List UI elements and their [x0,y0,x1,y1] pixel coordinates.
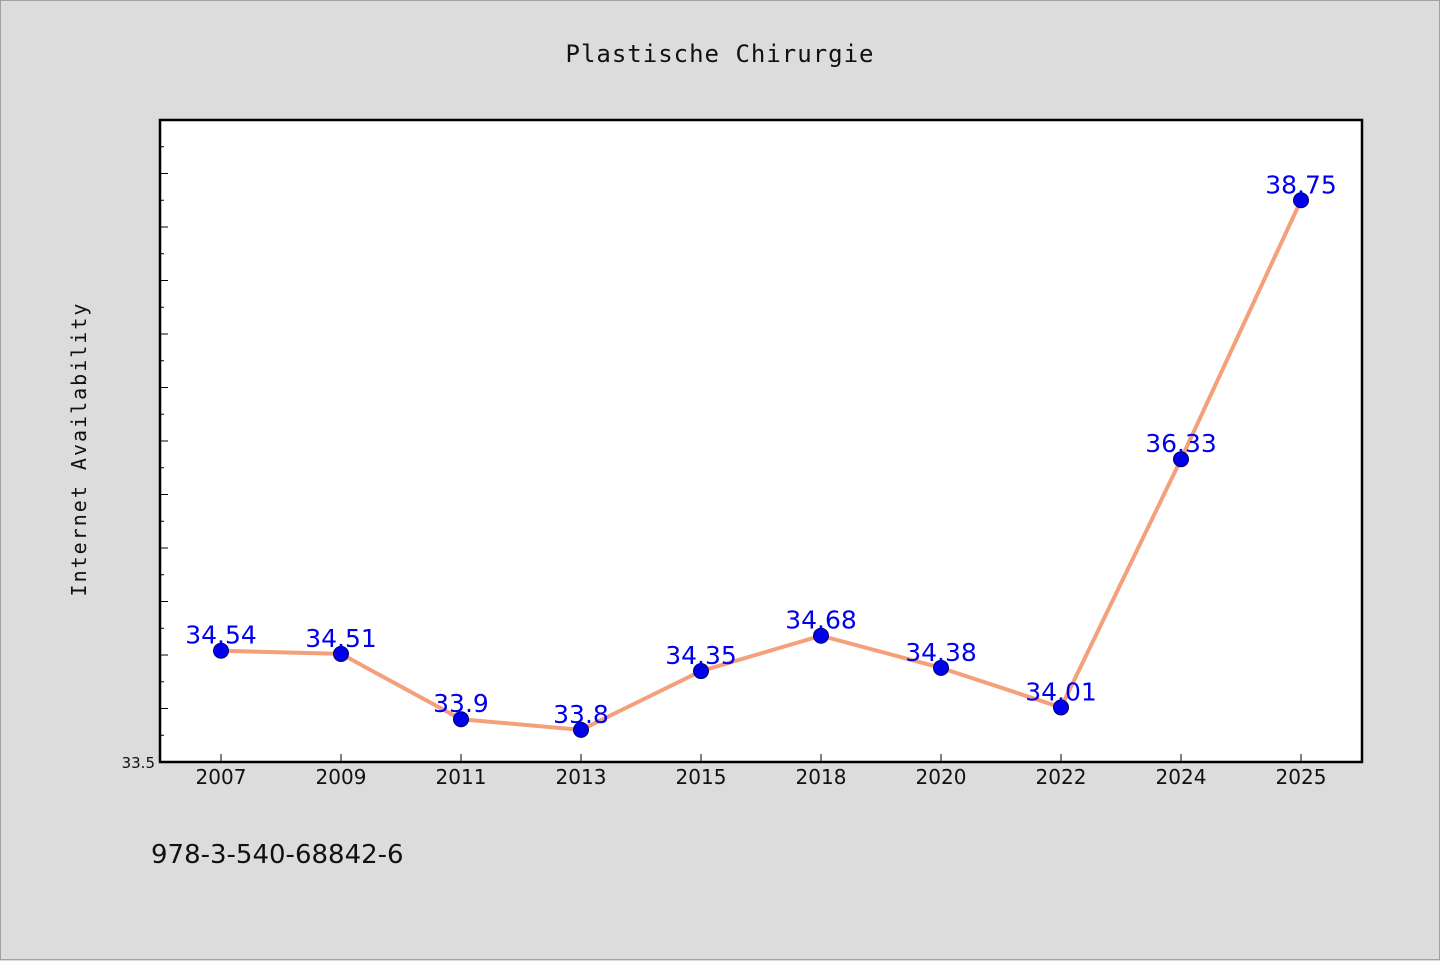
data-label: 34.51 [305,624,377,653]
data-point [813,627,829,644]
x-tick-label: 2022 [1036,765,1087,789]
x-axis-ticks: 2007 2009 2011 2013 2015 2018 2020 2022 2024 2025 [196,754,1327,789]
data-point [453,711,469,728]
data-label: 34.01 [1025,677,1097,706]
x-tick-label: 2013 [556,765,607,789]
data-point [333,645,349,662]
data-label: 33.9 [433,689,489,718]
y-tick-label: 33.5 [122,754,155,772]
data-point [933,659,949,676]
data-label: 36.33 [1145,429,1217,458]
x-tick-label: 2009 [316,765,367,789]
data-point [1053,699,1069,716]
x-tick-label: 2007 [196,765,247,789]
y-axis-label: Internet Availability [67,302,91,597]
series-group: 34.54 34.51 33.9 33.8 34.35 34.68 34.38 34.01 36… [185,170,1337,738]
data-label: 34.54 [185,621,257,650]
data-point [213,642,229,659]
data-label: 34.68 [785,606,857,635]
x-tick-label: 2018 [796,765,847,789]
footer-code: 978-3-540-68842-6 [151,840,404,870]
y-axis-ticks: 33.5 [122,119,168,772]
data-point [1293,192,1309,209]
data-label: 38.75 [1265,170,1337,199]
data-point [573,721,589,738]
data-label: 34.35 [665,641,737,670]
x-tick-label: 2011 [436,765,487,789]
x-tick-label: 2020 [916,765,967,789]
series-line [220,199,1303,732]
chart-title: Plastische Chirurgie [566,40,875,68]
data-label: 33.8 [553,700,609,729]
x-tick-label: 2025 [1276,765,1327,789]
data-label: 34.38 [905,638,977,667]
x-tick-label: 2024 [1156,765,1207,789]
data-point [1173,451,1189,468]
x-tick-label: 2015 [676,765,727,789]
data-point [693,663,709,680]
